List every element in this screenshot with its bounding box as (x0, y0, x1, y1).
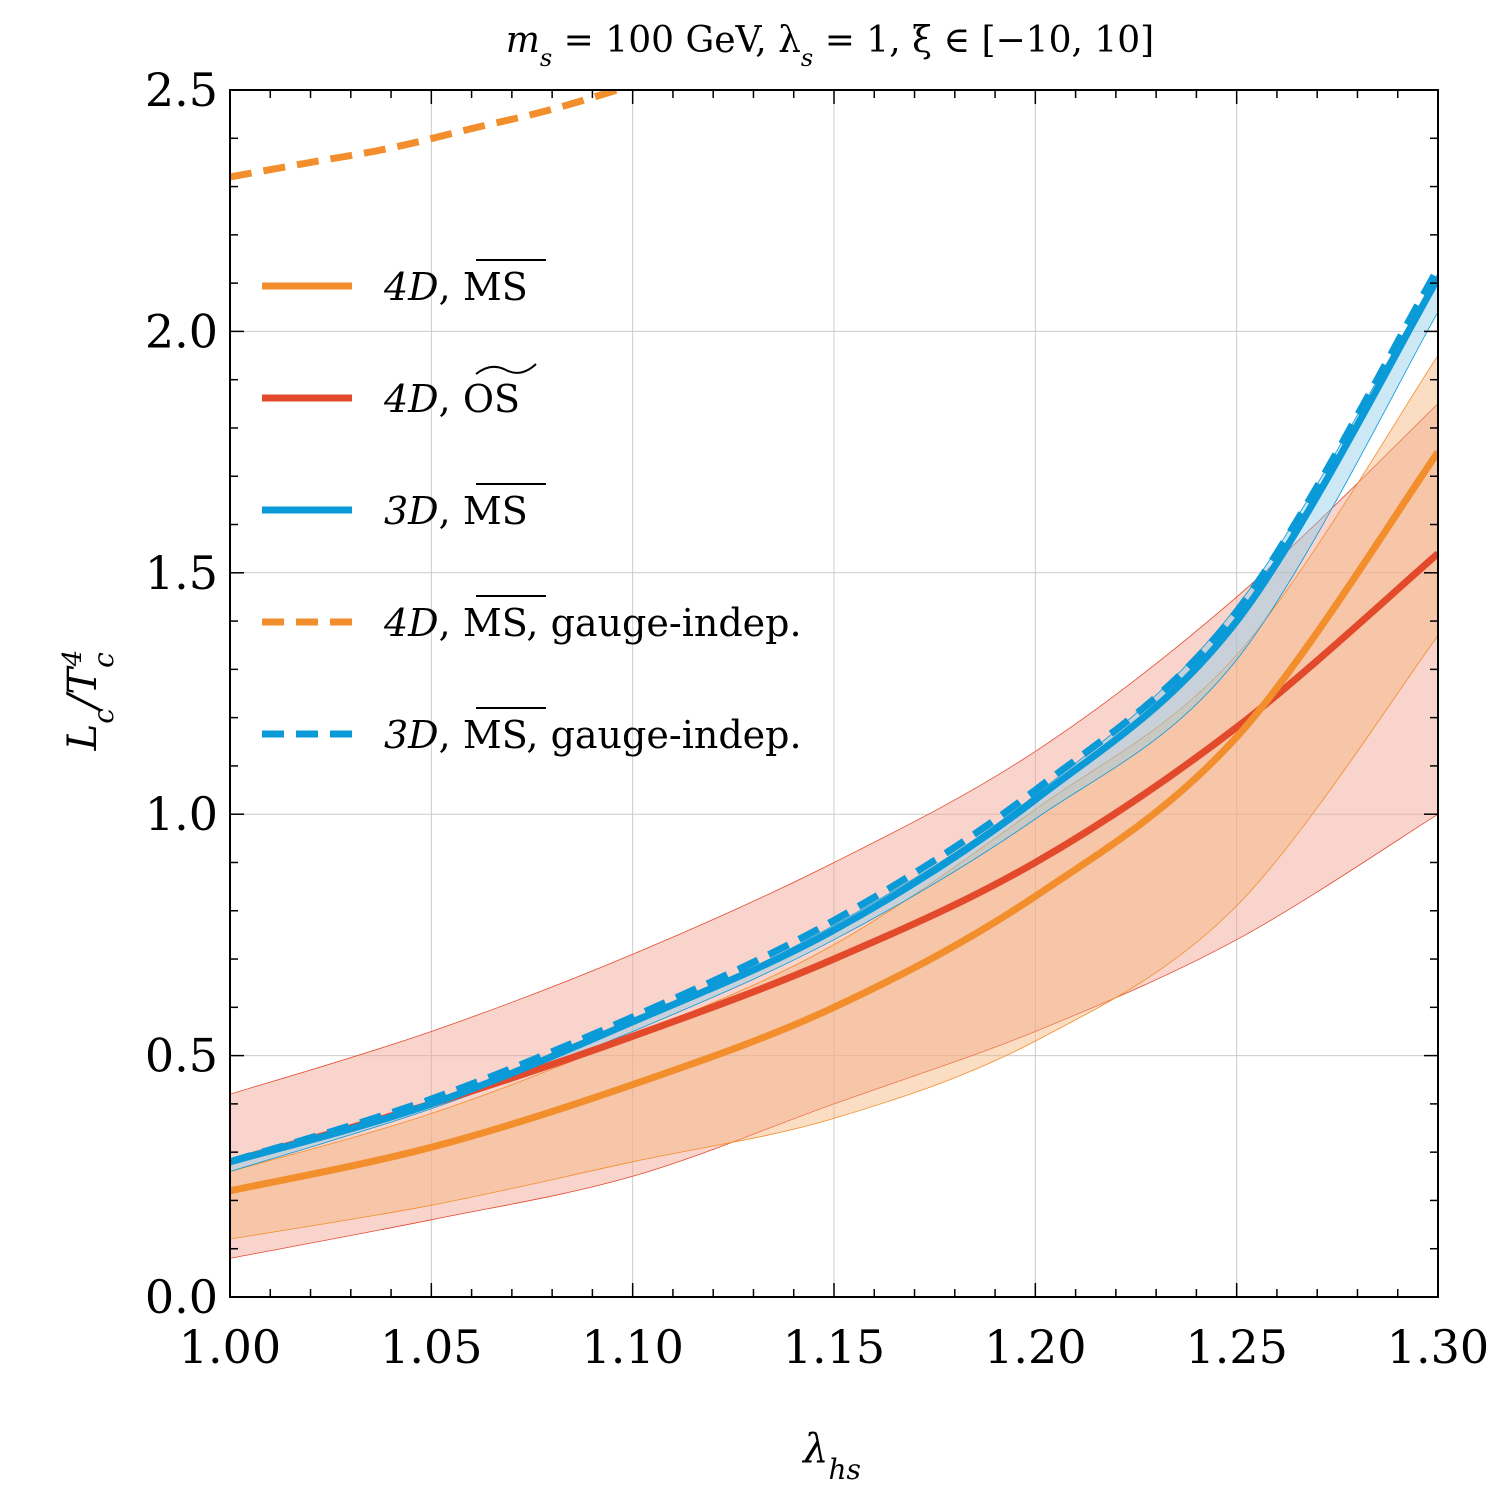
series-line (230, 266, 1438, 1166)
y-tick-label: 0.0 (145, 1270, 218, 1324)
x-tick-label: 1.05 (380, 1320, 482, 1374)
chart-title: ms = 100 GeV, λs = 1, ξ ∈ [−10, 10] (506, 20, 1154, 72)
axis-ticks: 1.00 1.05 1.10 1.15 1.20 1.25 1.30 0.0 0.5 1.0 1.5… (145, 63, 1489, 1374)
y-axis-label: Lc/Tc4 (58, 650, 120, 752)
legend: 4D, MS 4D, OS 3D, MS 4D, MS, gauge-indep. 3D… (262, 259, 802, 757)
legend-label: 3D, MS (384, 489, 528, 533)
y-tick-label: 1.0 (145, 787, 218, 841)
y-tick-label: 1.5 (145, 546, 218, 600)
x-tick-label: 1.10 (581, 1320, 683, 1374)
legend-label: 4D, MS, gauge-indep. (383, 601, 802, 645)
legend-label: 4D, MS (383, 265, 528, 309)
y-tick-label: 2.5 (145, 63, 218, 117)
legend-label: 3D, MS, gauge-indep. (384, 713, 802, 757)
series-lines (230, 90, 1438, 1195)
x-tick-label: 1.20 (984, 1320, 1086, 1374)
x-axis-label: λhs (801, 1426, 861, 1485)
legend-label: 4D, OS (383, 377, 520, 421)
y-tick-label: 0.5 (145, 1029, 218, 1083)
tilde-mark (475, 363, 537, 375)
plot-frame (229, 89, 1439, 1298)
x-tick-label: 1.25 (1185, 1320, 1287, 1374)
grid-lines (230, 90, 1438, 1297)
series-line (230, 276, 1438, 1166)
series-line (230, 450, 1438, 1195)
x-tick-label: 1.00 (179, 1320, 281, 1374)
y-tick-label: 2.0 (145, 304, 218, 358)
x-tick-label: 1.30 (1387, 1320, 1489, 1374)
x-tick-label: 1.15 (783, 1320, 885, 1374)
series-line (230, 90, 629, 181)
